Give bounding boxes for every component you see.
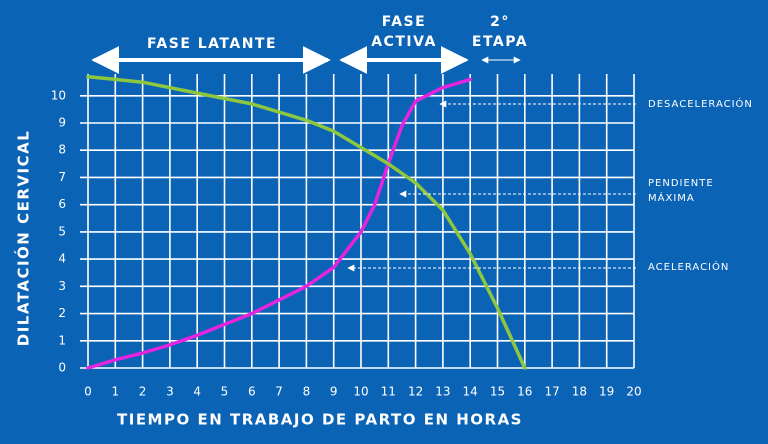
x-tick-label: 5 (221, 385, 229, 399)
y-tick-label: 9 (58, 116, 66, 130)
x-tick-label: 1 (111, 385, 119, 399)
x-tick-label: 17 (544, 385, 559, 399)
y-tick-label: 0 (58, 361, 66, 375)
x-tick-label: 10 (353, 385, 368, 399)
phase-label: ETAPA (472, 34, 528, 50)
annotation-label: DESACELERACIÓN (648, 97, 753, 110)
x-tick-label: 12 (408, 385, 423, 399)
x-axis-label: TIEMPO EN TRABAJO DE PARTO EN HORAS (117, 411, 523, 429)
annotation-label: PENDIENTE (648, 178, 714, 189)
phase-label: FASE LATANTE (147, 36, 277, 52)
x-tick-label: 14 (463, 385, 478, 399)
y-tick-label: 7 (58, 170, 66, 184)
x-tick-label: 4 (193, 385, 201, 399)
y-tick-label: 10 (51, 88, 66, 102)
x-tick-label: 15 (490, 385, 505, 399)
x-tick-label: 19 (599, 385, 614, 399)
y-tick-label: 5 (58, 224, 66, 238)
annotation-label: ACELERACIÓN (648, 260, 729, 273)
x-tick-label: 9 (330, 385, 338, 399)
y-tick-label: 6 (58, 197, 66, 211)
y-tick-label: 4 (58, 252, 66, 266)
y-tick-label: 3 (58, 279, 66, 293)
x-tick-label: 0 (84, 385, 92, 399)
phase-label: 2° (490, 14, 510, 30)
x-tick-label: 11 (381, 385, 396, 399)
x-tick-label: 16 (517, 385, 532, 399)
phase-label: ACTIVA (371, 34, 437, 50)
annotation-label: MÁXIMA (648, 191, 695, 204)
x-tick-label: 13 (435, 385, 450, 399)
x-tick-label: 20 (626, 385, 641, 399)
y-tick-label: 1 (58, 333, 66, 347)
y-tick-label: 2 (58, 306, 66, 320)
x-tick-label: 3 (166, 385, 174, 399)
x-tick-label: 7 (275, 385, 283, 399)
data-line (86, 77, 472, 370)
x-tick-label: 18 (572, 385, 587, 399)
y-tick-label: 8 (58, 143, 66, 157)
x-tick-label: 6 (248, 385, 256, 399)
x-tick-label: 2 (139, 385, 147, 399)
phase-label: FASE (382, 14, 426, 30)
y-axis-label: DILATACIÓN CERVICAL (14, 130, 33, 347)
data-line (86, 74, 527, 370)
x-tick-label: 8 (303, 385, 311, 399)
